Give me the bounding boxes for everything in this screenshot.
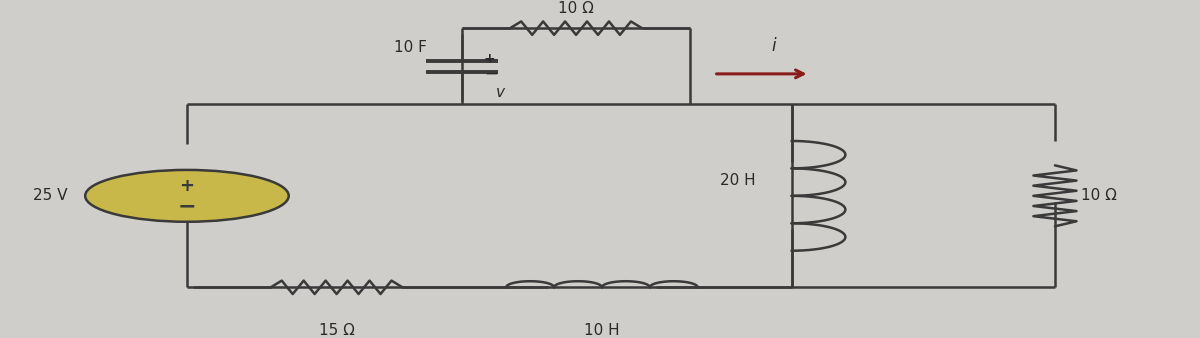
Text: +: + (180, 177, 194, 195)
Text: 15 Ω: 15 Ω (319, 322, 354, 338)
Text: +: + (484, 52, 496, 66)
Text: 10 Ω: 10 Ω (558, 1, 594, 16)
Text: 10 F: 10 F (394, 41, 426, 55)
Text: 20 H: 20 H (720, 173, 756, 188)
Text: 10 H: 10 H (584, 322, 619, 338)
Text: v: v (496, 85, 505, 100)
Text: 25 V: 25 V (32, 188, 67, 203)
Text: −: − (178, 197, 197, 217)
Text: 10 Ω: 10 Ω (1081, 188, 1117, 203)
Circle shape (85, 170, 289, 222)
Text: i: i (772, 38, 776, 55)
Text: −: − (484, 65, 498, 83)
